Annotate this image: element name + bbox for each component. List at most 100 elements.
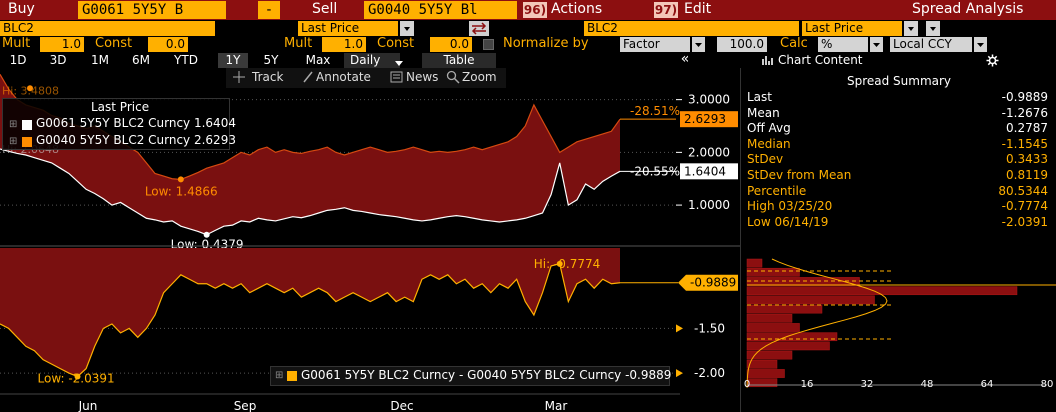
value-label-orange: 2.6293: [684, 112, 726, 126]
sell-ticker-field[interactable]: G0040 5Y5Y Bl: [364, 1, 517, 19]
zoom-icon[interactable]: [446, 70, 460, 87]
value-label-white: 1.6404: [684, 164, 726, 178]
y-tick-label: -2.00: [694, 366, 725, 380]
chevron-down-icon: [908, 27, 914, 31]
chevron-down-icon[interactable]: [904, 21, 918, 36]
histogram-bar: [746, 359, 778, 369]
normalize-select[interactable]: Factor: [620, 37, 690, 52]
annotate-tool[interactable]: Annotate: [316, 70, 371, 84]
const-label-left: Const: [95, 36, 133, 51]
source-row: BLC2 Last Price BLC2 Last Price: [0, 20, 1056, 36]
table-button[interactable]: Table: [422, 53, 496, 68]
const-field-left[interactable]: 0.0: [148, 37, 188, 52]
chevron-down-icon[interactable]: [394, 57, 404, 71]
tab-6m[interactable]: 6M: [132, 53, 150, 67]
actions-number: 96): [523, 2, 547, 18]
y-tick-label: 3.0000: [688, 93, 730, 107]
edit-menu[interactable]: Edit: [684, 1, 712, 17]
tab-1m[interactable]: 1M: [91, 53, 109, 67]
y-tick-label: 1.0000: [688, 198, 730, 212]
legend-spread-item[interactable]: G0061 5Y5Y BLC2 Curncy - G0040 5Y5Y BLC2…: [301, 368, 672, 382]
chevron-down-icon[interactable]: [400, 21, 414, 36]
chevron-down-icon[interactable]: [926, 21, 940, 36]
tab-5y[interactable]: 5Y: [263, 53, 279, 67]
summary-value: 0.2787: [1006, 121, 1048, 136]
swap-arrows-icon: [471, 22, 487, 35]
buy-ticker-field[interactable]: G0061 5Y5Y B: [78, 1, 226, 19]
legend-swatch-white: [22, 120, 32, 130]
minus-button[interactable]: -: [258, 1, 280, 19]
histogram-bar: [746, 350, 793, 360]
left-field-select[interactable]: Last Price: [298, 21, 398, 36]
tab-3d[interactable]: 3D: [49, 53, 67, 67]
chart-tools: Track Annotate News Zoom: [226, 68, 506, 88]
crosshair-icon[interactable]: [232, 70, 246, 87]
legend-expand-icon[interactable]: ⊞: [9, 136, 18, 147]
mult-field-left[interactable]: 1.0: [40, 37, 84, 52]
x-tick-label: Mar: [545, 399, 568, 412]
chevron-down-icon[interactable]: [870, 37, 883, 52]
legend-expand-icon[interactable]: ⊞: [275, 370, 284, 381]
tab-1y[interactable]: 1Y: [218, 53, 248, 68]
low-marker-spread: [74, 373, 81, 380]
settings-row: Mult 1.0 Const 0.0 Mult 1.0 Const 0.0 No…: [0, 36, 1056, 52]
x-tick-label: 0: [744, 379, 750, 390]
zoom-icon: [446, 70, 460, 84]
edit-number: 97): [654, 2, 678, 18]
chevron-down-icon[interactable]: [974, 37, 987, 52]
y-tick-label: -1.50: [694, 321, 725, 335]
chart-content-label: Chart Content: [778, 53, 863, 67]
legend-item-1[interactable]: G0061 5Y5Y BLC2 Curncy 1.6404: [36, 116, 236, 130]
summary-value: 80.5344: [998, 183, 1048, 198]
tab-max[interactable]: Max: [305, 53, 331, 67]
const-field-right[interactable]: 0.0: [430, 37, 472, 52]
legend-expand-icon[interactable]: ⊞: [9, 119, 18, 130]
currency-select[interactable]: Local CCY: [890, 37, 972, 52]
const-label-right: Const: [377, 36, 415, 51]
range-tabs: 1D 3D 1M 6M YTD 1Y 5Y Max Daily Table « …: [0, 52, 1056, 68]
summary-label: StDev: [747, 152, 784, 167]
collapse-icon[interactable]: «: [680, 51, 690, 67]
zoom-tool[interactable]: Zoom: [462, 70, 497, 84]
low-label-spread: Low: -2.0391: [38, 372, 115, 386]
normalize-value-field[interactable]: 100.0: [717, 37, 767, 52]
left-source-field[interactable]: BLC2: [0, 21, 215, 36]
summary-label: StDev from Mean: [747, 168, 852, 182]
mult-field-right[interactable]: 1.0: [322, 37, 366, 52]
tab-ytd[interactable]: YTD: [174, 53, 198, 67]
legend-item-2[interactable]: G0040 5Y5Y BLC2 Curncy 2.6293: [36, 133, 236, 147]
y-tick-marker: [676, 324, 683, 333]
buy-label: Buy: [8, 1, 35, 17]
histogram-bar: [746, 286, 1018, 296]
histogram-bar: [746, 323, 800, 332]
track-tool[interactable]: Track: [252, 70, 284, 84]
right-field-select[interactable]: Last Price: [802, 21, 902, 36]
summary-label: High 03/25/20: [747, 199, 833, 214]
news-icon[interactable]: [390, 71, 403, 86]
gear-icon[interactable]: [986, 54, 999, 70]
pct-label-orange: -28.51%: [630, 104, 680, 118]
x-tick-label: Sep: [234, 399, 257, 412]
summary-label: Median: [747, 136, 791, 151]
news-tool[interactable]: News: [406, 70, 439, 84]
x-tick-label: 80: [1041, 379, 1054, 390]
y-tick-marker: [676, 369, 683, 378]
annotate-icon[interactable]: [302, 70, 314, 87]
tab-1d[interactable]: 1D: [9, 53, 27, 67]
chevron-down-icon[interactable]: [692, 37, 705, 52]
series-line-g0061: [0, 148, 621, 236]
actions-menu[interactable]: Actions: [551, 1, 603, 17]
spread-line: [0, 263, 621, 378]
frequency-select[interactable]: Daily: [344, 53, 400, 68]
low-marker-white: [203, 231, 210, 238]
calc-select[interactable]: %: [818, 37, 868, 52]
hi-label-top: Hi: 3.4808: [2, 84, 59, 97]
normalize-checkbox[interactable]: [483, 39, 494, 50]
summary-value: -0.9889: [1001, 90, 1048, 104]
chevron-down-icon: [395, 61, 403, 66]
summary-value: -1.1545: [1001, 136, 1048, 151]
right-source-field[interactable]: BLC2: [584, 21, 799, 36]
swap-icon[interactable]: [469, 21, 489, 36]
chevron-down-icon: [873, 43, 880, 47]
hi-marker-spread: [556, 260, 563, 267]
